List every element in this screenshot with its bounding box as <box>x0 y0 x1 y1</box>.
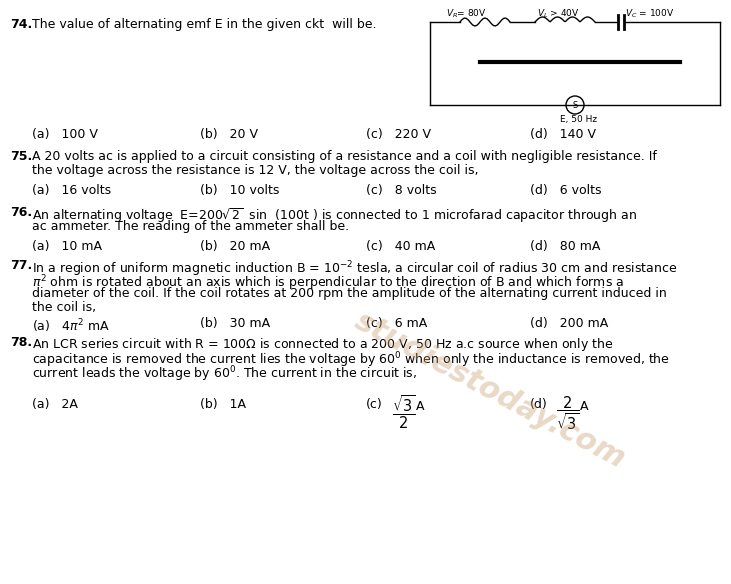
Text: (a)   16 volts: (a) 16 volts <box>32 184 111 197</box>
Text: (a)   4$\pi^2$ mA: (a) 4$\pi^2$ mA <box>32 317 110 335</box>
Text: 74.: 74. <box>10 18 32 31</box>
Text: (d): (d) <box>530 398 548 411</box>
Text: 78.: 78. <box>10 336 32 349</box>
Text: (d)   200 mA: (d) 200 mA <box>530 317 608 330</box>
Text: The value of alternating emf E in the given ckt  will be.: The value of alternating emf E in the gi… <box>32 18 376 31</box>
Text: $V_R$= 80V: $V_R$= 80V <box>446 8 487 20</box>
Text: $\dfrac{\sqrt{3}}{2}$: $\dfrac{\sqrt{3}}{2}$ <box>392 394 416 432</box>
Text: (c)   8 volts: (c) 8 volts <box>366 184 436 197</box>
Text: S: S <box>572 100 577 110</box>
Text: An alternating voltage  E=200$\sqrt{2}$  sin  (100t ) is connected to 1 microfar: An alternating voltage E=200$\sqrt{2}$ s… <box>32 206 637 225</box>
Text: $\dfrac{2}{\sqrt{3}}$: $\dfrac{2}{\sqrt{3}}$ <box>556 394 580 432</box>
Text: 75.: 75. <box>10 150 32 163</box>
Text: 77.: 77. <box>10 259 32 272</box>
Text: ac ammeter. The reading of the ammeter shall be.: ac ammeter. The reading of the ammeter s… <box>32 220 349 233</box>
Text: (d)   140 V: (d) 140 V <box>530 128 596 141</box>
Text: (d)   6 volts: (d) 6 volts <box>530 184 602 197</box>
Text: current leads the voltage by 60$^0$. The current in the circuit is,: current leads the voltage by 60$^0$. The… <box>32 364 417 384</box>
Text: (b)   1A: (b) 1A <box>200 398 246 411</box>
Text: A: A <box>580 400 588 413</box>
Text: the voltage across the resistance is 12 V, the voltage across the coil is,: the voltage across the resistance is 12 … <box>32 164 479 177</box>
Text: (d)   80 mA: (d) 80 mA <box>530 240 600 253</box>
Text: $V_C$ = 100V: $V_C$ = 100V <box>625 8 674 20</box>
Text: An LCR series circuit with R = 100$\Omega$ is connected to a 200 V, 50 Hz a.c so: An LCR series circuit with R = 100$\Omeg… <box>32 336 613 353</box>
Text: E, 50 Hz: E, 50 Hz <box>560 115 597 124</box>
Text: $V_L$ > 40V: $V_L$ > 40V <box>537 8 580 20</box>
Text: the coil is,: the coil is, <box>32 301 96 314</box>
Text: In a region of uniform magnetic induction B = 10$^{-2}$ tesla, a circular coil o: In a region of uniform magnetic inductio… <box>32 259 677 279</box>
Text: A 20 volts ac is applied to a circuit consisting of a resistance and a coil with: A 20 volts ac is applied to a circuit co… <box>32 150 657 163</box>
Text: (b)   30 mA: (b) 30 mA <box>200 317 270 330</box>
Text: 76.: 76. <box>10 206 32 219</box>
Text: (c)   40 mA: (c) 40 mA <box>366 240 435 253</box>
Text: diameter of the coil. If the coil rotates at 200 rpm the amplitude of the altern: diameter of the coil. If the coil rotate… <box>32 287 667 300</box>
Text: studiestoday.com: studiestoday.com <box>349 306 630 474</box>
Text: A: A <box>416 400 425 413</box>
Text: (b)   10 volts: (b) 10 volts <box>200 184 279 197</box>
Text: $\pi^2$ ohm is rotated about an axis which is perpendicular to the direction of : $\pi^2$ ohm is rotated about an axis whi… <box>32 273 624 293</box>
Text: (b)   20 mA: (b) 20 mA <box>200 240 270 253</box>
Text: (a)   2A: (a) 2A <box>32 398 78 411</box>
Text: capacitance is removed the current lies the voltage by 60$^0$ when only the indu: capacitance is removed the current lies … <box>32 350 670 370</box>
Text: (c)   6 mA: (c) 6 mA <box>366 317 427 330</box>
Text: (a)   10 mA: (a) 10 mA <box>32 240 102 253</box>
Text: (c): (c) <box>366 398 383 411</box>
Text: (a)   100 V: (a) 100 V <box>32 128 98 141</box>
Text: (c)   220 V: (c) 220 V <box>366 128 431 141</box>
Text: (b)   20 V: (b) 20 V <box>200 128 258 141</box>
